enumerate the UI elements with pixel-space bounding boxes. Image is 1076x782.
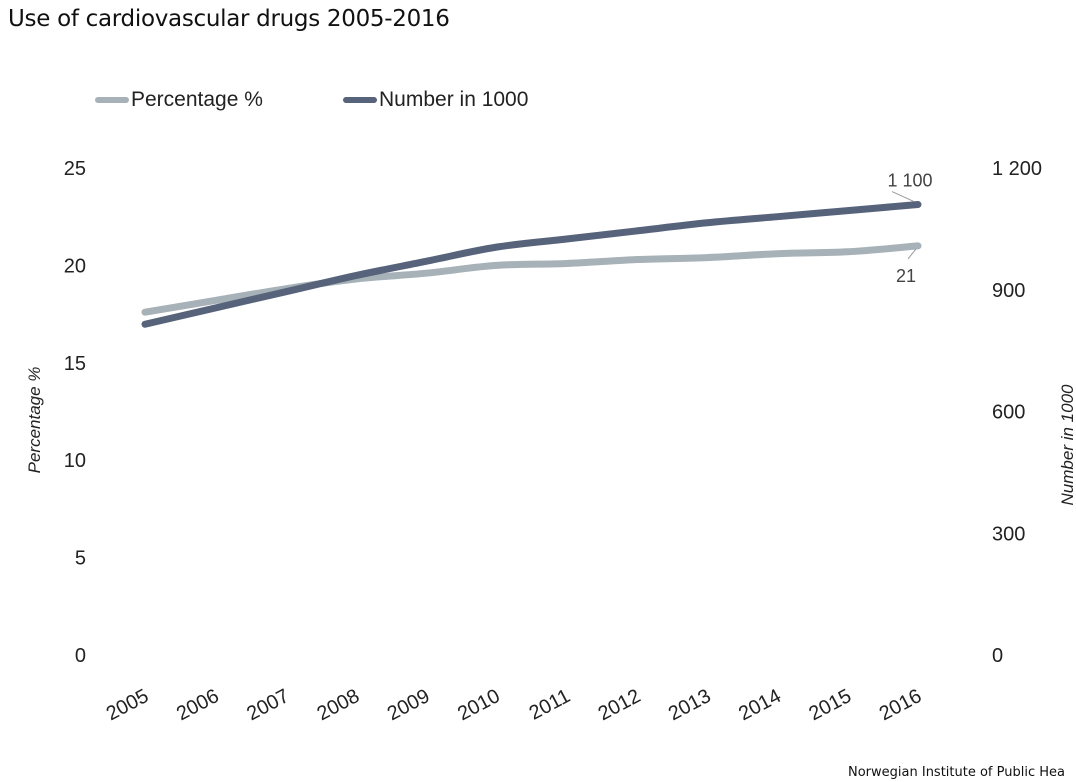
- series-line-number: [141, 201, 922, 328]
- legend-item-percentage: Percentage %: [95, 88, 263, 112]
- series-line-percentage: [141, 242, 922, 316]
- y-right-tick-label: 300: [992, 523, 1025, 545]
- y-left-tick-label: 25: [64, 158, 86, 180]
- legend-label-number: Number in 1000: [379, 88, 529, 111]
- y-right-tick-label: 600: [992, 402, 1025, 424]
- y-left-tick-label: 10: [64, 450, 86, 472]
- x-axis-ticks: 2005 2006 2007 2008 2009 2010 2011 2012 2013 2014…: [103, 685, 926, 725]
- x-tick-label: 2012: [595, 685, 645, 725]
- x-tick-label: 2013: [665, 685, 715, 725]
- annotations: 1 100 21: [887, 171, 932, 286]
- chart-title: Use of cardiovascular drugs 2005-2016: [8, 6, 450, 32]
- x-tick-label: 2010: [454, 685, 504, 725]
- series-lines: [141, 201, 922, 328]
- y-axis-left-ticks: 0 5 10 15 20 25: [64, 158, 86, 667]
- legend-swatch-number: [343, 97, 377, 104]
- y-axis-left-label: Percentage %: [25, 367, 44, 474]
- x-tick-label: 2014: [735, 685, 785, 725]
- y-left-tick-label: 15: [64, 353, 86, 375]
- x-tick-label: 2011: [526, 685, 574, 725]
- legend-swatch-percentage: [95, 97, 129, 104]
- legend-label-percentage: Percentage %: [131, 88, 263, 111]
- legend-item-number: Number in 1000: [343, 88, 528, 112]
- x-tick-label: 2005: [103, 685, 153, 725]
- y-left-tick-label: 20: [64, 255, 86, 277]
- annotation-leader-percentage: [907, 248, 917, 260]
- x-tick-label: 2006: [173, 685, 223, 725]
- x-tick-label: 2008: [314, 685, 364, 725]
- x-tick-label: 2009: [384, 685, 434, 725]
- x-tick-label: 2016: [876, 685, 926, 725]
- y-right-tick-label: 1 200: [992, 158, 1042, 180]
- annotation-leader-number: [891, 191, 915, 202]
- y-right-tick-label: 0: [992, 645, 1003, 667]
- y-left-tick-label: 5: [75, 548, 86, 570]
- y-axis-right-ticks: 0 300 600 900 1 200: [992, 158, 1042, 667]
- y-right-tick-label: 900: [992, 280, 1025, 302]
- x-tick-label: 2007: [243, 685, 293, 725]
- annotation-label-percentage: 21: [896, 266, 916, 286]
- source-credit: Norwegian Institute of Public Hea: [848, 765, 1065, 780]
- annotation-label-number: 1 100: [887, 171, 932, 191]
- x-tick-label: 2015: [805, 685, 855, 725]
- y-left-tick-label: 0: [75, 645, 86, 667]
- y-axis-right-label: Number in 1000: [1058, 384, 1076, 506]
